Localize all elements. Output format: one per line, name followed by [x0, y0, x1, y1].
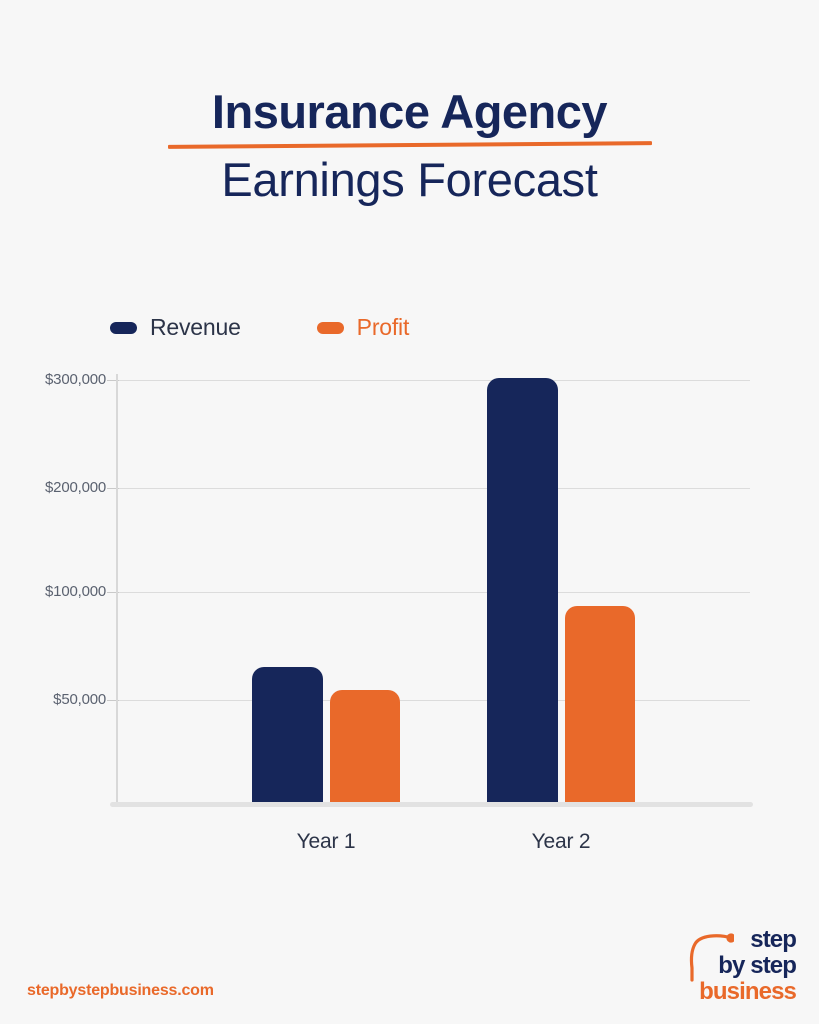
bar-year-2-revenue[interactable]	[487, 378, 558, 805]
chart-title: Insurance Agency Earnings Forecast	[0, 85, 819, 207]
legend-item-profit[interactable]: Profit	[316, 314, 410, 341]
y-axis-label-50000: $50,000	[53, 691, 106, 708]
title-line-2: Earnings Forecast	[221, 152, 598, 206]
title-line-1: Insurance Agency	[211, 85, 608, 138]
x-axis-label-year-1: Year 1	[296, 830, 356, 853]
y-axis-line	[116, 374, 118, 806]
x-axis-baseline	[110, 802, 753, 807]
logo-row-business: business	[699, 978, 797, 1005]
chart-legend: Revenue Profit	[110, 314, 409, 341]
tick-mark-200000	[107, 488, 119, 489]
tick-mark-300000	[107, 380, 119, 381]
legend-label-revenue: Revenue	[150, 314, 241, 340]
bar-year-1-profit[interactable]	[330, 690, 400, 805]
bar-year-1-revenue[interactable]	[252, 667, 323, 805]
legend-item-revenue[interactable]: Revenue	[110, 314, 241, 341]
legend-marker-profit-icon	[316, 321, 344, 334]
gridline-300000	[113, 380, 750, 381]
gridline-50000	[113, 700, 750, 701]
site-url[interactable]: stepbystepbusiness.com	[27, 982, 214, 999]
logo-row-step: step	[750, 926, 797, 953]
y-axis-label-100000: $100,000	[45, 583, 106, 600]
logo-row-by-step: by step	[718, 952, 797, 979]
brand-logo[interactable]: step by step business	[688, 928, 797, 1004]
legend-marker-revenue-icon	[110, 321, 137, 334]
bar-year-2-profit[interactable]	[565, 606, 635, 805]
logo-text: step by step business	[699, 926, 797, 1005]
gridline-100000	[113, 592, 750, 593]
swoosh-dot-icon	[689, 933, 734, 982]
tick-mark-50000	[107, 700, 119, 701]
legend-label-profit: Profit	[356, 314, 410, 340]
y-axis-label-200000: $200,000	[45, 479, 106, 496]
gridline-200000	[113, 488, 750, 489]
tick-mark-100000	[107, 592, 119, 593]
y-axis-label-300000: $300,000	[45, 371, 106, 388]
x-axis-label-year-2: Year 2	[531, 830, 591, 853]
